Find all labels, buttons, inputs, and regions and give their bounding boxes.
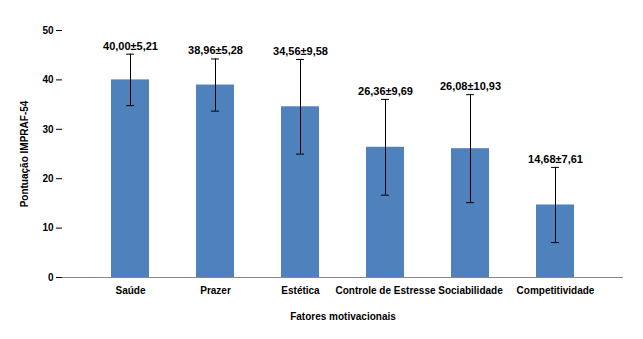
svg-text:26,36±9,69: 26,36±9,69 xyxy=(358,85,413,97)
svg-text:34,56±9,58: 34,56±9,58 xyxy=(273,45,328,57)
svg-text:Competitividade: Competitividade xyxy=(517,285,595,296)
svg-text:Prazer: Prazer xyxy=(200,285,231,296)
svg-text:Controle de Estresse: Controle de Estresse xyxy=(335,285,435,296)
svg-text:Estética: Estética xyxy=(281,285,320,296)
svg-text:40,00±5,21: 40,00±5,21 xyxy=(103,40,158,52)
svg-text:Fatores motivacionais: Fatores motivacionais xyxy=(290,311,396,322)
svg-text:26,08±10,93: 26,08±10,93 xyxy=(440,80,501,92)
svg-text:Sociabilidade: Sociabilidade xyxy=(438,285,503,296)
svg-text:14,68±7,61: 14,68±7,61 xyxy=(528,153,583,165)
svg-text:38,96±5,28: 38,96±5,28 xyxy=(188,44,243,56)
svg-text:Saúde: Saúde xyxy=(115,285,145,296)
svg-text:Pontuação IMPRAF-54: Pontuação IMPRAF-54 xyxy=(19,100,30,207)
svg-text:10: 10 xyxy=(42,222,54,233)
svg-text:0: 0 xyxy=(48,272,54,283)
svg-text:30: 30 xyxy=(42,124,54,135)
svg-text:50: 50 xyxy=(42,25,54,36)
svg-text:40: 40 xyxy=(42,74,54,85)
svg-text:20: 20 xyxy=(42,173,54,184)
